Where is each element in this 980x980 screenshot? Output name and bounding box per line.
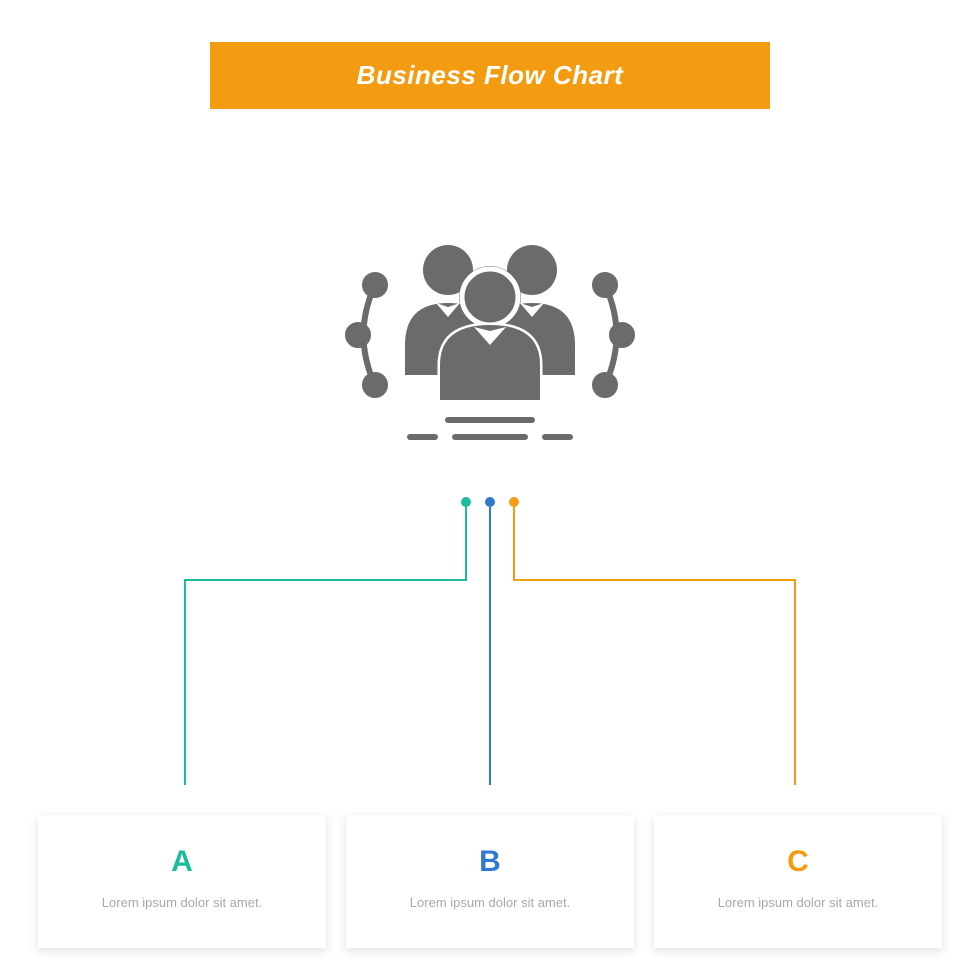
box-text: Lorem ipsum dolor sit amet. bbox=[676, 893, 920, 913]
team-network-icon bbox=[340, 225, 640, 455]
header-banner: Business Flow Chart bbox=[210, 42, 770, 109]
flow-connectors bbox=[0, 497, 980, 797]
header-title: Business Flow Chart bbox=[250, 60, 730, 91]
boxes-row: A Lorem ipsum dolor sit amet. B Lorem ip… bbox=[38, 815, 942, 949]
box-letter: A bbox=[60, 845, 304, 879]
info-box-c: C Lorem ipsum dolor sit amet. bbox=[654, 815, 942, 949]
info-box-b: B Lorem ipsum dolor sit amet. bbox=[346, 815, 634, 949]
info-box-a: A Lorem ipsum dolor sit amet. bbox=[38, 815, 326, 949]
box-letter: B bbox=[368, 845, 612, 879]
box-text: Lorem ipsum dolor sit amet. bbox=[60, 893, 304, 913]
box-text: Lorem ipsum dolor sit amet. bbox=[368, 893, 612, 913]
box-letter: C bbox=[676, 845, 920, 879]
